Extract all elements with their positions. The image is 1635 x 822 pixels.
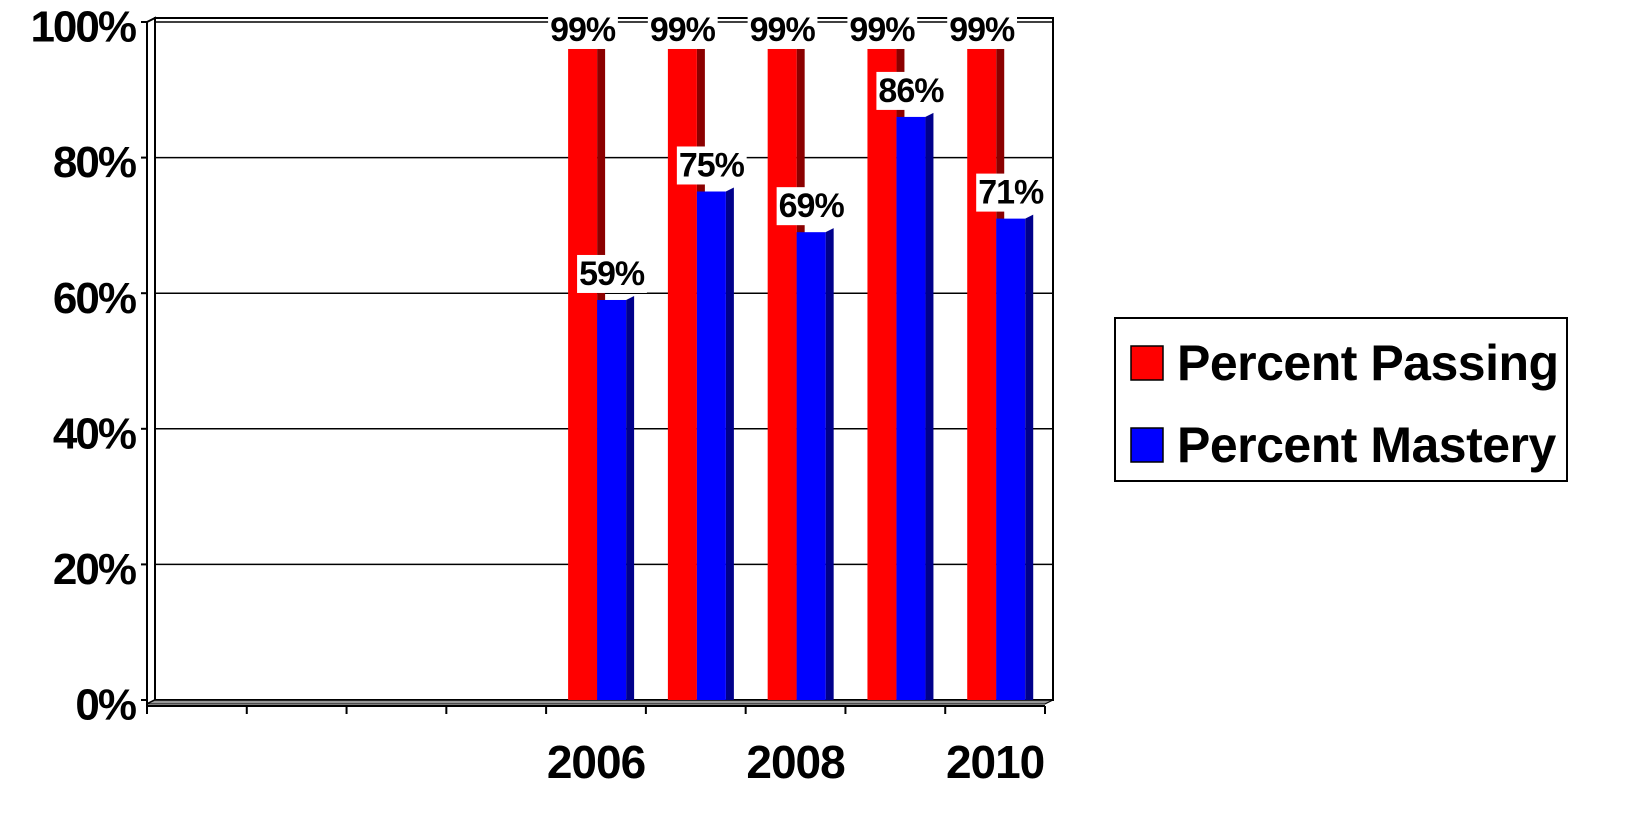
bar-side (725, 187, 734, 700)
data-label: 99% (550, 11, 616, 49)
x-tick-label: 2010 (946, 736, 1044, 788)
bar (996, 218, 1026, 700)
data-label-bg (577, 254, 647, 293)
bar (767, 28, 797, 700)
data-label: 99% (949, 11, 1015, 49)
bar-side (626, 295, 635, 700)
bar (568, 28, 598, 700)
x-tick-label: 2006 (547, 736, 645, 788)
y-tick-label: 80% (53, 138, 136, 187)
legend-box (1114, 317, 1568, 482)
data-label-bg (947, 10, 1018, 49)
bar (896, 116, 926, 701)
legend-label: Percent Mastery (1177, 417, 1556, 473)
data-label-bg (548, 10, 618, 49)
data-label-bg (847, 10, 918, 49)
x-tick-label: 2008 (746, 736, 845, 788)
bar (667, 28, 697, 700)
bar-side (825, 228, 834, 700)
legend: Percent Passing Percent Mastery (1114, 317, 1568, 482)
data-label-bg (647, 10, 718, 49)
bar (967, 28, 997, 700)
bar (696, 191, 726, 700)
y-tick-label: 20% (53, 545, 136, 594)
bar-side (1025, 214, 1034, 700)
data-label-bg (976, 173, 1047, 212)
legend-label: Percent Passing (1177, 335, 1559, 391)
bar (867, 28, 897, 700)
data-label-bg (776, 187, 847, 226)
data-label: 71% (978, 174, 1044, 212)
data-label: 86% (878, 72, 944, 110)
y-tick-label: 0% (75, 681, 135, 730)
y-tick-label: 100% (30, 3, 135, 52)
bar (597, 299, 627, 700)
y-tick-label: 40% (53, 409, 136, 458)
data-label-bg (876, 71, 947, 110)
side-wall (146, 16, 156, 706)
legend-swatch (1130, 345, 1164, 381)
data-label-bg (676, 146, 747, 185)
y-tick-label: 60% (53, 274, 136, 323)
data-label: 69% (779, 187, 845, 225)
legend-swatch (1130, 427, 1164, 463)
data-label: 99% (750, 11, 816, 49)
bar-side (925, 112, 934, 701)
data-label: 99% (849, 11, 915, 49)
data-label-bg (747, 10, 818, 49)
data-label: 99% (650, 11, 716, 49)
bar (796, 232, 826, 700)
data-label: 75% (679, 146, 745, 184)
data-label: 59% (579, 255, 645, 293)
